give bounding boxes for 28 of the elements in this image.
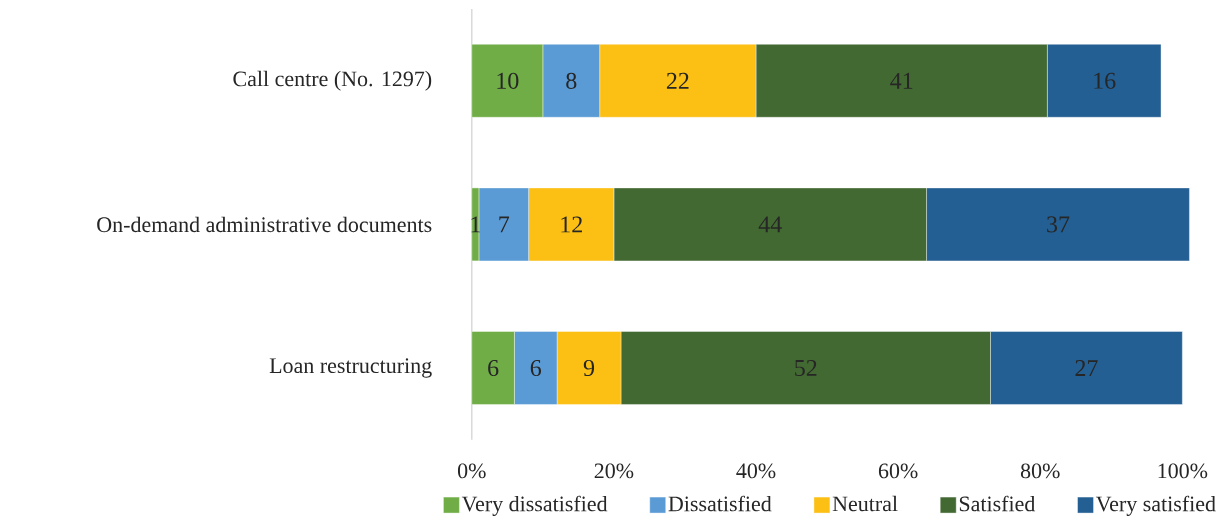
x-tick-label: 40%: [736, 463, 776, 479]
y-tick-label: Call centre (No. 1297): [233, 70, 432, 91]
legend-label: Very dissatisfied: [461, 495, 608, 517]
data-label: 8: [566, 72, 577, 90]
y-tick-label: On-demand administrative documents: [97, 216, 432, 233]
data-label: 41: [890, 73, 913, 89]
data-label: 52: [795, 360, 817, 377]
x-tick-label: 80%: [1020, 463, 1060, 479]
legend-label: Dissatisfied: [668, 495, 772, 512]
data-label: 6: [530, 360, 542, 377]
legend-label: Very satisfied: [1095, 495, 1216, 517]
data-label: 10: [497, 72, 519, 90]
x-tick-label: 100%: [1158, 463, 1208, 479]
y-tick-label: Loan restructuring: [269, 358, 432, 378]
legend-label: Satisfied: [959, 495, 1036, 512]
legend-label: Neutral: [832, 495, 898, 512]
data-label: 12: [561, 216, 582, 233]
data-label: 9: [583, 360, 595, 377]
data-label: 37: [1047, 216, 1070, 233]
x-tick-label: 20%: [594, 463, 634, 479]
x-tick-label: 60%: [878, 463, 918, 479]
data-label: 22: [666, 72, 689, 89]
data-label: 44: [758, 216, 782, 233]
data-label: 7: [499, 216, 510, 233]
data-label: 16: [1094, 72, 1116, 89]
data-label: 6: [488, 360, 499, 377]
data-label: 27: [1075, 360, 1098, 377]
x-tick-label: 0%: [457, 463, 486, 479]
